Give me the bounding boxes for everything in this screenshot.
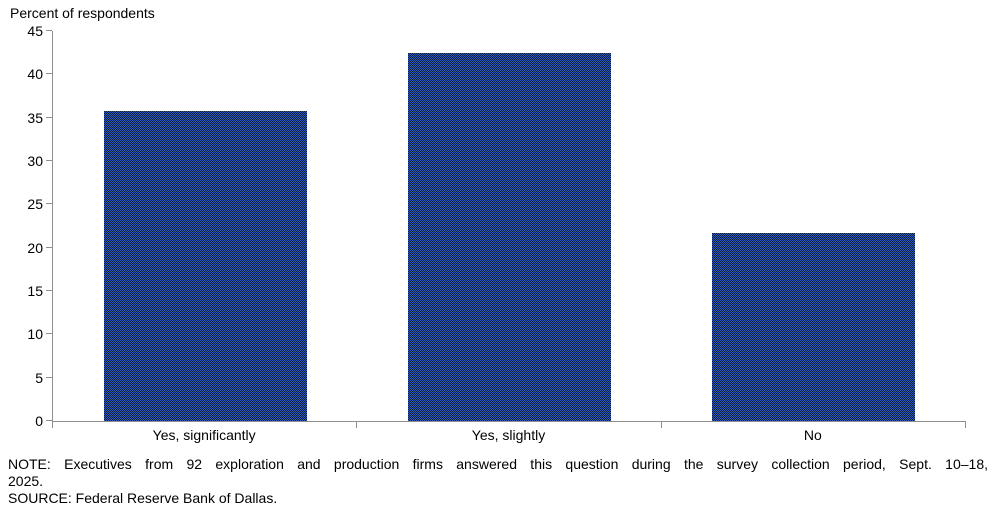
y-tick: [46, 376, 52, 378]
x-category-label: Yes, slightly: [471, 427, 546, 443]
x-category-label: Yes, significantly: [152, 427, 256, 443]
footer-notes: NOTE: Executives from 92 exploration and…: [8, 456, 988, 507]
x-axis-labels: Yes, significantly Yes, slightly No: [52, 427, 965, 443]
y-tick-label: 20: [27, 239, 43, 256]
note-text-continued: 2025.: [8, 473, 44, 489]
y-tick-label: 45: [27, 23, 43, 39]
y-tick: [46, 420, 52, 421]
y-tick: [46, 160, 52, 162]
y-tick-label: 0: [35, 413, 43, 429]
bar-no: [712, 232, 916, 421]
y-tick-label: 40: [27, 66, 43, 83]
bar-yes-slightly: [408, 52, 611, 421]
plot-area: 0 5 10 15 20 25 30 35 40 45: [27, 24, 966, 428]
y-tick: [46, 246, 52, 248]
x-tick: [52, 422, 53, 428]
y-tick: [46, 333, 52, 335]
y-axis-title: Percent of respondents: [10, 5, 155, 21]
y-tick-label: 30: [27, 153, 43, 170]
y-tick: [46, 30, 52, 31]
y-tick: [46, 116, 52, 118]
x-category-label: No: [803, 427, 822, 443]
y-tick-label: 25: [27, 196, 43, 213]
note-text: NOTE: Executives from 92 exploration and…: [8, 456, 988, 472]
y-tick: [46, 290, 52, 292]
y-tick: [46, 203, 52, 205]
x-tick: [660, 422, 662, 428]
y-tick-label: 15: [27, 283, 43, 300]
y-tick: [46, 73, 52, 75]
y-tick-label: 35: [27, 109, 43, 126]
x-tick: [965, 422, 966, 428]
x-tick: [356, 422, 358, 428]
y-tick-label: 10: [27, 326, 43, 343]
y-tick-label: 5: [35, 369, 43, 386]
source-text: SOURCE: Federal Reserve Bank of Dallas.: [8, 490, 278, 506]
bar-yes-significantly: [103, 110, 307, 421]
